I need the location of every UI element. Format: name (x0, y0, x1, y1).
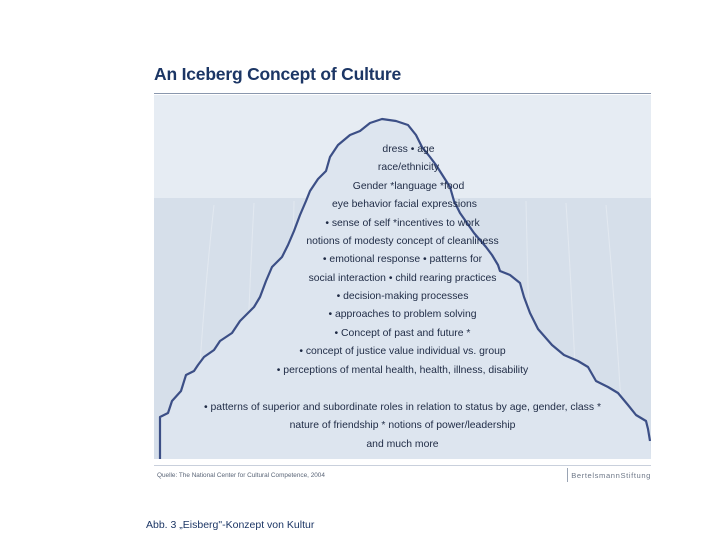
brand-logo: BertelsmannStiftung (571, 471, 651, 480)
iceberg-outline (158, 117, 651, 459)
title-divider (154, 93, 651, 94)
item-label: Gender *language *food (352, 181, 465, 192)
item-label: and much more (366, 439, 439, 450)
item-label: • patterns of superior and subordinate r… (204, 402, 601, 413)
iceberg-diagram: dress • age race/ethnicity Gender *langu… (154, 95, 651, 459)
item-label: race/ethnicity (377, 162, 440, 173)
iceberg-graphic (154, 95, 651, 459)
source-note: Quelle: The National Center for Cultural… (157, 472, 325, 479)
brand-separator (567, 468, 568, 482)
figure-caption: Abb. 3 „Eisberg"-Konzept von Kultur (146, 519, 315, 531)
item-label: • concept of justice value individual vs… (299, 346, 506, 357)
item-label: dress • age (382, 144, 435, 155)
item-label: nature of friendship * notions of power/… (289, 420, 516, 431)
item-label: • Concept of past and future * (334, 328, 471, 339)
culture-items: dress • age race/ethnicity Gender *langu… (154, 95, 651, 459)
item-label: social interaction • child rearing pract… (308, 273, 497, 284)
item-label: notions of modesty concept of cleanlines… (306, 236, 499, 247)
item-label: • sense of self *incentives to work (325, 218, 480, 229)
footer-divider (154, 465, 651, 466)
item-label: • approaches to problem solving (328, 309, 477, 320)
diagram-title: An Iceberg Concept of Culture (154, 64, 401, 84)
item-label: • decision-making processes (336, 291, 469, 302)
item-label: eye behavior facial expressions (332, 199, 477, 210)
item-label: • emotional response • patterns for (322, 254, 483, 265)
item-label: • perceptions of mental health, health, … (276, 365, 529, 376)
iceberg-shape (160, 119, 651, 459)
